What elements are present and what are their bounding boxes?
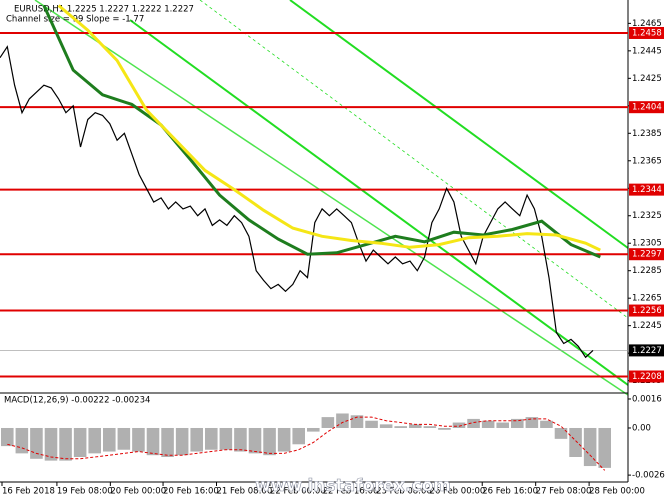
macd-bar (481, 420, 495, 428)
moving-average (57, 4, 601, 252)
macd-bar (452, 422, 466, 428)
macd-bar (234, 427, 247, 452)
macd-bar (1, 427, 14, 447)
channel-mid (199, 0, 629, 319)
macd-label: MACD(12,26,9) -0.00222 -0.00234 (4, 396, 150, 406)
channel-line (129, 19, 629, 386)
x-tick-label: 20 Feb 16:00 (163, 487, 219, 497)
channel-lines (34, 0, 629, 396)
x-tick-label: 22 Feb 00:00 (270, 487, 326, 497)
macd-bar (132, 427, 145, 452)
price-line-series (0, 45, 594, 359)
macd-bar (307, 427, 320, 432)
macd-signal (7, 416, 606, 471)
macd-bar (205, 427, 218, 450)
y-tick-label: 1.2285 (632, 266, 662, 276)
macd-bar (511, 418, 524, 428)
macd-bar (438, 427, 451, 430)
macd-bar (350, 415, 364, 428)
x-tick-label: 22 Feb 16:00 (323, 487, 379, 497)
moving-average (42, 4, 601, 259)
macd-bar (103, 427, 116, 452)
macd-bar (59, 427, 72, 461)
level-tag (629, 101, 664, 114)
y-tick-label: 1.2245 (632, 321, 662, 331)
macd-bar (554, 427, 568, 439)
macd-bar (248, 427, 262, 454)
macd-bar (540, 420, 553, 428)
y-tick-label: 1.2425 (632, 74, 662, 84)
y-tick-label: 1.2265 (632, 294, 662, 304)
level-label: 1.2297 (632, 250, 662, 260)
level-tag (629, 183, 664, 196)
macd-bar (277, 427, 291, 452)
macd-bar (467, 418, 480, 428)
level-tag (629, 248, 664, 261)
x-tick-label: 27 Feb 08:00 (536, 487, 592, 497)
x-tick-label: 20 Feb 00:00 (110, 487, 166, 497)
macd-bar (73, 427, 87, 457)
level-label: 1.2458 (632, 28, 662, 38)
macd-bar (263, 427, 276, 456)
macd-bar (219, 427, 233, 450)
level-tag (629, 370, 664, 383)
channel-line (34, 0, 629, 396)
y-tick-label: 1.2445 (632, 46, 662, 56)
x-tick-label: 21 Feb 08:00 (216, 487, 272, 497)
price-tag (629, 344, 664, 357)
macd-tick-label: -0.0026 (632, 471, 665, 481)
y-tick-label: 1.2385 (632, 129, 662, 139)
macd-bar (379, 424, 393, 428)
macd-bar (569, 427, 582, 457)
level-tag (629, 26, 664, 39)
macd-bar (336, 413, 349, 428)
level-label: 1.2256 (632, 306, 662, 316)
level-tag (629, 304, 664, 317)
y-tick-label: 1.2365 (632, 156, 662, 166)
macd-bar (161, 427, 174, 457)
chart-title: EURUSD,H1 1.2225 1.2227 1.2222 1.2227 (14, 5, 194, 15)
channel-line (289, 0, 629, 249)
x-tick-label: 28 Feb 00:00 (589, 487, 645, 497)
level-label: 1.2208 (632, 372, 662, 382)
macd-bar (394, 426, 407, 428)
x-tick-label: 23 Feb 08:00 (376, 487, 432, 497)
level-label: 1.2344 (632, 185, 662, 195)
macd-tick-label: 0.0016 (632, 394, 662, 404)
macd-bar (117, 427, 131, 450)
macd-bar (409, 424, 422, 428)
y-tick-label: 1.2325 (632, 211, 662, 221)
macd-bar (175, 427, 189, 456)
x-tick-label: 26 Feb 16:00 (482, 487, 538, 497)
macd-bar (292, 427, 305, 445)
x-tick-label: 16 Feb 2018 (2, 487, 55, 497)
y-tick-label: 1.2465 (632, 19, 662, 29)
watermark: www.instaforex.com (255, 476, 451, 496)
macd-bar (146, 427, 160, 456)
y-tick-label: 1.2305 (632, 239, 662, 249)
macd-bar (30, 427, 43, 459)
macd-bar (365, 420, 378, 428)
price-label: 1.2227 (632, 346, 662, 356)
macd-bar (321, 417, 335, 428)
x-tick-label: 19 Feb 08:00 (57, 487, 113, 497)
macd-bar (190, 427, 203, 452)
macd-bar (423, 426, 437, 428)
macd-bar (44, 427, 58, 461)
macd-bar (598, 427, 611, 468)
macd-bar (525, 417, 539, 428)
macd-tick-label: 0.00 (632, 423, 651, 433)
macd-bar (15, 427, 29, 454)
level-label: 1.2404 (632, 103, 662, 113)
macd-bar (583, 427, 597, 467)
macd-bar (88, 427, 101, 454)
x-tick-label: 26 Feb 00:00 (430, 487, 486, 497)
macd-bar (496, 422, 509, 428)
